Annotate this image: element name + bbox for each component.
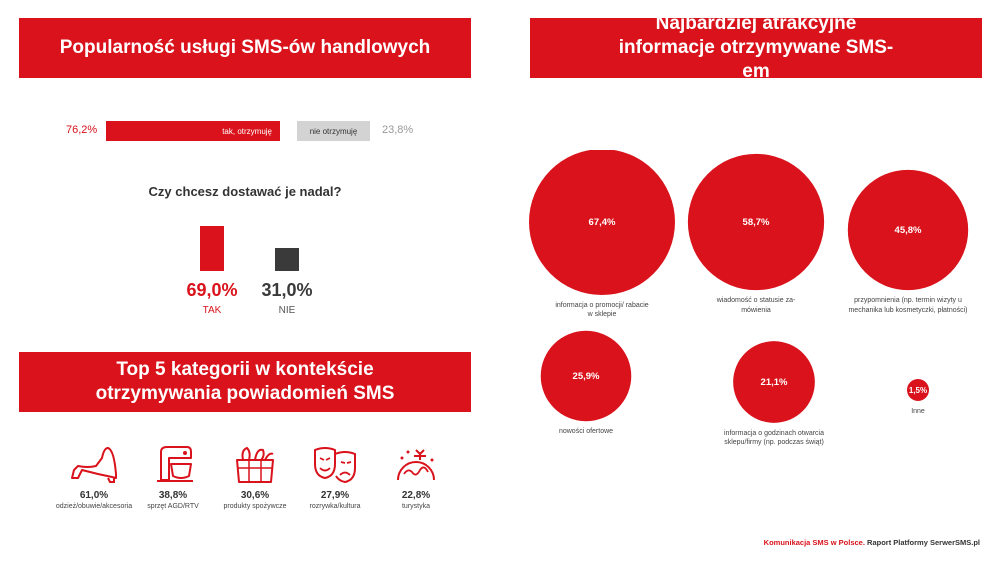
answer-yes-value: 69,0% xyxy=(186,280,238,300)
footer-credit: Komunikacja SMS w Polsce. Raport Platfor… xyxy=(764,538,980,547)
bubble xyxy=(847,169,969,291)
top-categories-banner: Top 5 kategorii w kontekście otrzymywani… xyxy=(19,352,471,412)
category-value: 38,8% xyxy=(158,490,188,501)
mixer-icon xyxy=(157,446,193,482)
answer-yes-bar xyxy=(200,226,224,271)
attractive-info-banner: Najbardziej atrakcyjne informacje otrzym… xyxy=(530,13,982,82)
bubble xyxy=(529,149,675,295)
category-item: 27,9% rozrywka/kultura xyxy=(290,444,380,510)
receive-yes-label: tak, otrzymuję xyxy=(222,126,272,136)
grocery-box-icon xyxy=(236,446,274,483)
shoe-icon xyxy=(71,447,117,483)
category-label: turystyka xyxy=(401,503,430,510)
attractive-info-bubble-chart: 67,4% 58,7% 45,8% 25,9% 21,1% 1,5% informacja… xyxy=(520,149,1000,470)
category-item: 22,8% turystyka xyxy=(371,444,461,510)
bubble xyxy=(733,341,815,423)
bubble xyxy=(907,379,929,401)
attractive-info-title: Najbardziej atrakcyjne informacje otrzym… xyxy=(618,13,894,82)
bubble-value: 1,5% xyxy=(909,386,927,395)
bubble-label: informacja o promocji/ rabacie w sklepie xyxy=(555,302,649,319)
category-label: odzież/obuwie/akcesoria xyxy=(55,503,133,510)
popularity-title: Popularność usługi SMS-ów handlowych xyxy=(59,37,431,59)
category-label: rozrywka/kultura xyxy=(309,503,361,510)
bubble-label: przypomnienia (np. termin wizyty u mecha… xyxy=(848,297,968,314)
category-item: 30,6% produkty spożywcze xyxy=(210,444,300,510)
travel-globe-icon xyxy=(397,449,435,481)
footer-report-title: Komunikacja SMS w Polsce. xyxy=(763,538,865,547)
bubble-value: 25,9% xyxy=(573,371,600,382)
footer-report-source: Raport Platformy SerwerSMS.pl xyxy=(867,538,980,547)
continue-question: Czy chcesz dostawać je nadal? xyxy=(148,184,342,199)
receive-no-label: nie otrzymuję xyxy=(309,126,358,136)
category-item: 38,8% sprzęt AGD/RTV xyxy=(128,444,218,510)
bubble-label: nowości ofertowe xyxy=(558,428,614,436)
bubble-value: 21,1% xyxy=(761,377,788,388)
bubble-label: Inne xyxy=(911,408,925,415)
category-item: 61,0% odzież/obuwie/akcesoria xyxy=(49,444,139,510)
bubble-value: 67,4% xyxy=(589,217,616,228)
answer-yes-label: TAK xyxy=(202,305,222,316)
receive-yes-bar: tak, otrzymuję xyxy=(106,121,280,141)
category-value: 30,6% xyxy=(240,490,270,501)
top-categories-title: Top 5 kategorii w kontekście otrzymywani… xyxy=(95,359,395,404)
bubble-label: informacja o godzinach otwarcia sklepu/f… xyxy=(724,429,824,447)
category-label: produkty spożywcze xyxy=(223,503,287,510)
category-value: 61,0% xyxy=(79,490,109,501)
category-value: 22,8% xyxy=(401,490,431,501)
bubble-chart-svg: 67,4% 58,7% 45,8% 25,9% 21,1% 1,5% xyxy=(529,149,969,423)
receive-yes-percent: 76,2% xyxy=(66,124,98,136)
theater-masks-icon xyxy=(314,447,356,484)
category-value: 27,9% xyxy=(320,490,350,501)
receive-no-bar: nie otrzymuję xyxy=(297,121,370,141)
bubble-label: wiadomość o statusie za- mówienia xyxy=(716,297,796,314)
bubble-value: 45,8% xyxy=(895,225,922,236)
receive-no-percent: 23,8% xyxy=(382,124,414,136)
answer-no-value: 31,0% xyxy=(261,280,313,300)
category-label: sprzęt AGD/RTV xyxy=(147,503,199,510)
bubble-value: 58,7% xyxy=(743,217,770,228)
bubble xyxy=(540,330,632,422)
answer-no-bar xyxy=(275,248,299,271)
bubble xyxy=(687,153,825,291)
popularity-banner: Popularność usługi SMS-ów handlowych xyxy=(19,18,471,78)
answer-no-label: NIE xyxy=(278,305,296,316)
